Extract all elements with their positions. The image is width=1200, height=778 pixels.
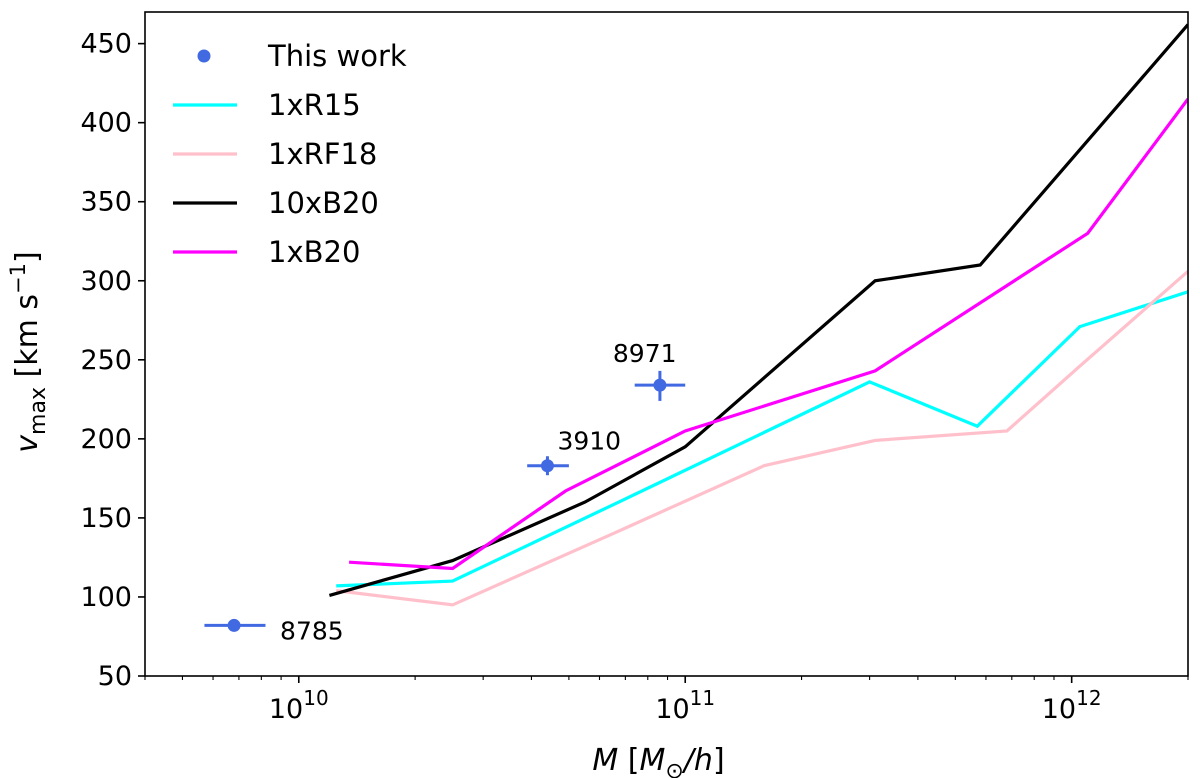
y-tick-label-200: 200 [80, 424, 132, 455]
x-tick-label-1e10: 1010 [269, 686, 329, 725]
y-tick-label-350: 350 [80, 187, 132, 218]
y-tick-label-100: 100 [80, 582, 132, 613]
legend-label-1xrf18: 1xRF18 [268, 137, 377, 171]
legend-label-1xr15: 1xR15 [268, 88, 361, 122]
y-tick-label-300: 300 [80, 266, 132, 297]
plot-frame [144, 11, 1189, 677]
x-tick-label-1e11: 1011 [655, 686, 715, 725]
series-line-1xrf18 [336, 270, 1188, 607]
y-axis-title: vmax [km s−1] [6, 251, 51, 452]
y-tick-label-250: 250 [80, 345, 132, 376]
series-line-10xb20 [328, 23, 1188, 597]
y-tick-label-450: 450 [80, 29, 132, 60]
legend [173, 49, 237, 254]
point-label-3910: 3910 [557, 427, 621, 456]
data-layer [204, 23, 1188, 632]
data-point-8971 [653, 378, 667, 392]
y-tick-label-400: 400 [80, 108, 132, 139]
y-tick-label-50: 50 [98, 661, 132, 692]
axes-layer [138, 11, 1189, 683]
legend-label-1xb20: 1xB20 [268, 235, 360, 269]
x-axis-title: M [M⊙/h] [592, 743, 724, 778]
legend-label-10xb20: 10xB20 [268, 186, 379, 220]
y-tick-label-150: 150 [80, 503, 132, 534]
point-label-8785: 8785 [280, 616, 344, 645]
series-line-1xr15 [336, 290, 1188, 588]
point-label-8971: 8971 [613, 339, 677, 368]
x-tick-label-1e12: 1012 [1042, 686, 1102, 725]
data-point-8785 [227, 618, 241, 632]
legend-label-this-work: This work [267, 39, 407, 73]
data-point-3910 [540, 459, 554, 473]
legend-marker-this-work [197, 49, 211, 63]
series-line-1xb20 [349, 98, 1188, 571]
